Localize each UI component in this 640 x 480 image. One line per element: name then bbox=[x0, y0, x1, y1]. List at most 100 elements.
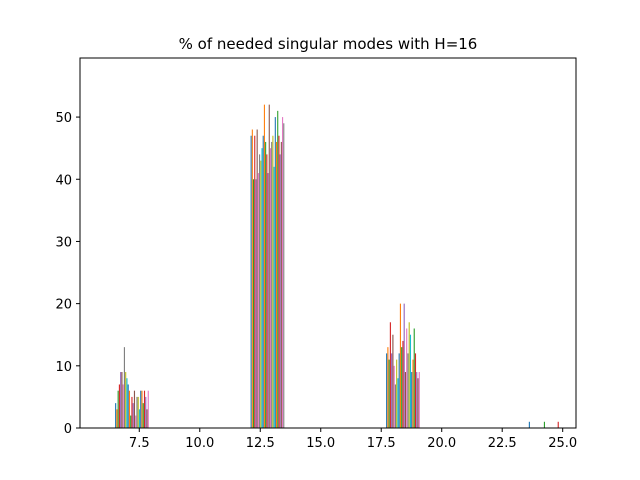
histogram-bar bbox=[118, 384, 120, 428]
histogram-bar bbox=[543, 421, 545, 428]
histogram-bar bbox=[393, 365, 395, 428]
x-axis: 7.5 10.0 12.5 15.0 17.5 20.0 22.5 25.0 bbox=[129, 428, 577, 451]
x-tick-label: 15.0 bbox=[306, 436, 335, 451]
x-tick-label: 20.0 bbox=[427, 436, 456, 451]
histogram-bar bbox=[401, 347, 403, 428]
histogram-bar bbox=[271, 141, 273, 428]
histogram-bar bbox=[386, 353, 388, 428]
histogram-bar bbox=[132, 403, 134, 428]
histogram-bar bbox=[136, 396, 138, 428]
histogram-bar bbox=[128, 390, 131, 428]
histogram-bar bbox=[266, 154, 268, 428]
y-axis: 0 10 20 30 40 50 bbox=[55, 111, 80, 437]
x-tick-label: 17.5 bbox=[367, 436, 396, 451]
histogram-bar bbox=[274, 117, 276, 428]
histogram-bar bbox=[278, 135, 280, 429]
histogram-bar bbox=[412, 359, 414, 428]
histogram-bar bbox=[117, 390, 119, 428]
histogram-bar bbox=[557, 421, 559, 428]
histogram-bar bbox=[279, 154, 281, 428]
histogram-bar bbox=[133, 390, 136, 428]
histogram-bar bbox=[404, 372, 407, 428]
x-tick-label: 7.5 bbox=[129, 436, 150, 451]
histogram-bar bbox=[269, 148, 272, 429]
histogram-bar bbox=[121, 372, 123, 428]
histogram-bar bbox=[125, 372, 127, 428]
histogram-bar bbox=[417, 378, 419, 428]
x-tick-label: 25.0 bbox=[548, 436, 577, 451]
histogram-bar bbox=[275, 141, 278, 428]
histogram-bar bbox=[122, 384, 124, 428]
histogram-bar bbox=[406, 328, 408, 428]
y-tick-label: 40 bbox=[55, 173, 72, 188]
histogram-bar bbox=[398, 353, 400, 428]
histogram-bar bbox=[273, 166, 275, 428]
y-tick-label: 10 bbox=[55, 360, 72, 375]
histogram-bar bbox=[397, 378, 399, 428]
histogram-bar bbox=[147, 390, 149, 428]
histogram-bar bbox=[411, 372, 413, 428]
histogram-bar bbox=[120, 372, 122, 428]
histogram-bar bbox=[414, 353, 417, 428]
y-tick-label: 20 bbox=[55, 298, 72, 313]
histogram-bar bbox=[394, 384, 396, 428]
histogram-bar bbox=[413, 328, 415, 428]
histogram-bar bbox=[263, 104, 265, 428]
histogram-bar bbox=[418, 372, 420, 428]
x-tick-label: 22.5 bbox=[488, 436, 517, 451]
histogram-bar bbox=[528, 421, 530, 428]
histogram-bar bbox=[261, 148, 263, 429]
histogram-bar bbox=[145, 396, 147, 428]
y-tick-label: 50 bbox=[55, 111, 72, 126]
histogram-bar bbox=[416, 372, 418, 428]
histogram-bar bbox=[280, 141, 282, 428]
histogram-bar bbox=[250, 135, 252, 429]
histogram-bar bbox=[115, 403, 117, 428]
histogram-bar bbox=[255, 179, 257, 428]
histogram-bar bbox=[407, 353, 409, 428]
histogram-bar bbox=[268, 104, 270, 428]
histogram-bar bbox=[408, 322, 410, 428]
histogram-bar bbox=[143, 390, 146, 428]
histogram-bar bbox=[389, 322, 391, 428]
histogram-bar bbox=[253, 179, 255, 428]
histogram-bar bbox=[137, 396, 139, 428]
histogram-bar bbox=[135, 415, 137, 428]
histogram-bar bbox=[283, 123, 285, 428]
histogram-bar bbox=[396, 359, 398, 428]
histogram-bar bbox=[257, 173, 259, 428]
histogram-bar bbox=[251, 129, 253, 428]
histogram-bar bbox=[265, 141, 267, 428]
histogram-bar bbox=[259, 154, 261, 428]
histogram-bar bbox=[254, 135, 256, 429]
histogram-bar bbox=[388, 359, 390, 428]
x-tick-label: 10.0 bbox=[185, 436, 214, 451]
y-tick-label: 30 bbox=[55, 235, 72, 250]
histogram-bar bbox=[392, 334, 394, 428]
histogram-bar bbox=[387, 347, 389, 428]
histogram-bar bbox=[403, 303, 405, 428]
histogram-bar bbox=[267, 173, 269, 428]
histogram-bar bbox=[138, 409, 141, 428]
histogram-bar bbox=[402, 340, 404, 428]
histogram-bar bbox=[262, 135, 264, 429]
histogram-bar bbox=[141, 390, 143, 428]
histogram-bar bbox=[146, 409, 148, 428]
x-tick-label: 12.5 bbox=[246, 436, 275, 451]
histogram-bar bbox=[409, 334, 412, 428]
histogram-bar bbox=[130, 415, 132, 428]
histogram-bar bbox=[127, 384, 129, 428]
chart-title: % of needed singular modes with H=16 bbox=[179, 35, 478, 53]
plot-frame bbox=[79, 57, 577, 429]
histogram-bar bbox=[116, 409, 118, 428]
bars-layer bbox=[115, 104, 559, 429]
histogram-bar bbox=[282, 117, 284, 428]
histogram-bar bbox=[142, 403, 144, 428]
histogram-bar bbox=[126, 378, 128, 428]
histogram-bar bbox=[140, 390, 142, 428]
y-tick-label: 0 bbox=[64, 422, 72, 437]
histogram-bar bbox=[272, 135, 274, 429]
histogram-bar bbox=[277, 110, 279, 429]
histogram-bar bbox=[260, 160, 262, 429]
